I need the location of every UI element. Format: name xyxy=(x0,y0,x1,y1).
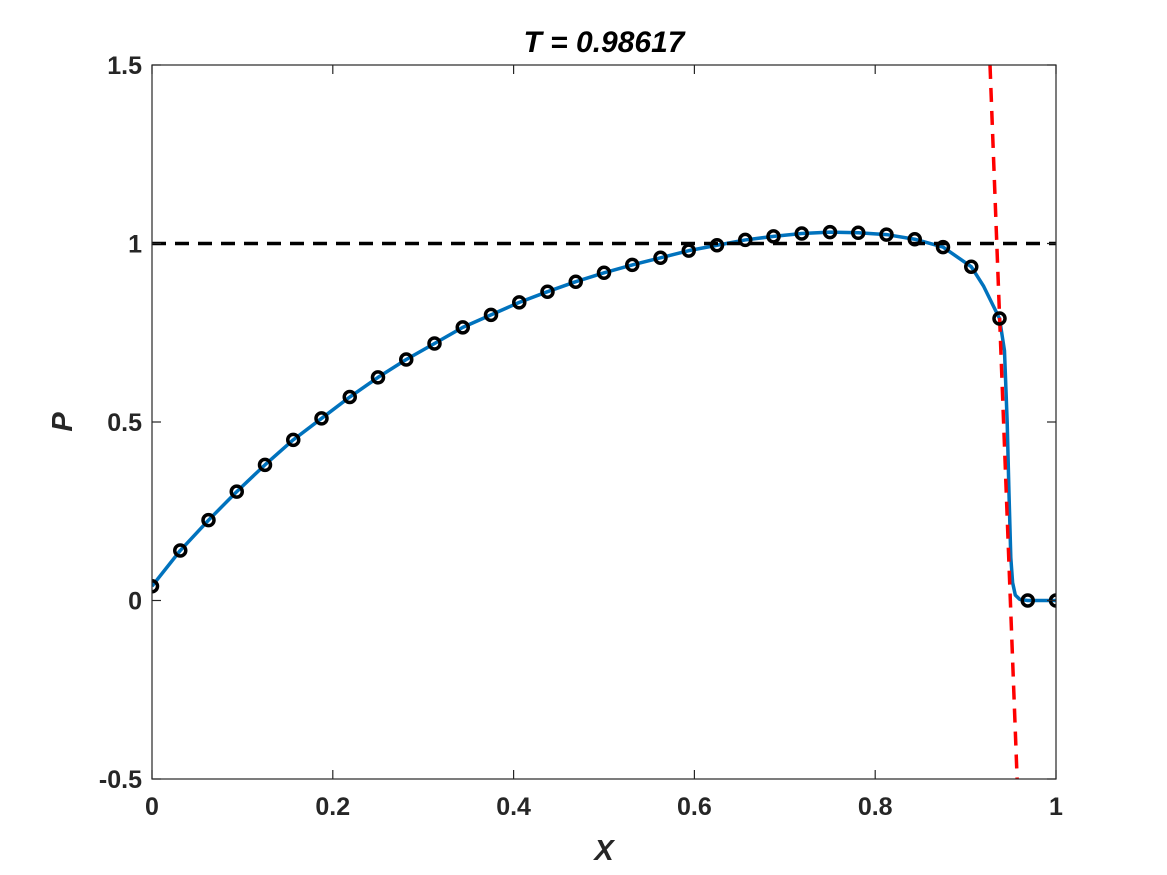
data-point xyxy=(314,411,329,426)
data-point xyxy=(794,226,809,241)
x-tick-label: 0.4 xyxy=(496,793,531,821)
chart-title: T = 0.98617 xyxy=(524,26,686,59)
data-point xyxy=(483,307,499,323)
x-tick-label: 1 xyxy=(1049,793,1063,821)
data-point xyxy=(1020,593,1035,608)
series-1-markers xyxy=(152,224,1056,608)
data-point xyxy=(681,243,696,258)
series-3-line xyxy=(988,65,1019,779)
data-point xyxy=(399,352,414,367)
data-point xyxy=(766,229,781,244)
data-point xyxy=(851,225,866,241)
y-axis-title: P xyxy=(47,412,79,432)
data-point xyxy=(152,578,160,594)
data-point xyxy=(540,284,555,299)
data-point xyxy=(512,295,527,310)
data-point xyxy=(625,257,640,273)
data-point xyxy=(568,274,583,289)
x-tick-label: 0 xyxy=(145,793,159,821)
y-tick-label: 1 xyxy=(128,231,142,259)
data-point xyxy=(201,512,216,528)
plot-area xyxy=(152,65,1056,779)
data-point xyxy=(738,232,753,248)
ticks: 0 0.2 0.4 0.6 0.8 1-0.500.511.5 xyxy=(99,52,1063,821)
x-tick-label: 0.2 xyxy=(315,793,350,821)
x-axis-title: X xyxy=(592,835,615,867)
data-point xyxy=(286,432,301,448)
x-tick-label: 0.6 xyxy=(677,793,712,821)
x-tick-label: 0.8 xyxy=(858,793,893,821)
data-point xyxy=(596,265,612,281)
data-point xyxy=(427,336,442,351)
data-point xyxy=(992,311,1007,326)
data-point xyxy=(935,239,951,255)
data-point xyxy=(257,457,273,473)
y-tick-label: 1.5 xyxy=(107,52,142,80)
data-point xyxy=(879,227,894,242)
y-tick-label: 0.5 xyxy=(107,409,142,437)
markers-group xyxy=(152,224,1056,608)
data-point xyxy=(964,259,979,274)
data-point xyxy=(173,543,188,558)
data-point xyxy=(822,224,838,240)
data-point xyxy=(370,370,386,385)
data-point xyxy=(907,231,922,247)
data-point xyxy=(709,238,725,253)
data-point xyxy=(455,320,470,335)
data-point xyxy=(229,484,244,499)
data-point xyxy=(653,250,668,266)
data-point xyxy=(342,389,357,405)
y-tick-label: -0.5 xyxy=(99,766,142,794)
y-tick-label: 0 xyxy=(128,588,142,616)
